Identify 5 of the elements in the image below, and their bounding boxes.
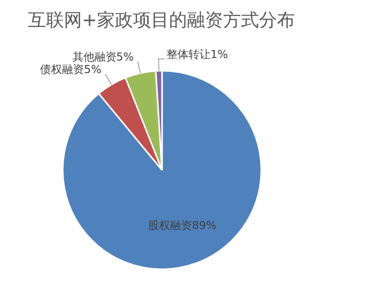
chart-title: 互联网+家政项目的融资方式分布 — [27, 9, 296, 33]
slice-label: 债权融资5% — [40, 63, 102, 76]
slice-label: 股权融资89% — [148, 218, 216, 232]
slice-label: 整体转让1% — [166, 48, 228, 61]
slice-label: 其他融资5% — [72, 50, 134, 64]
